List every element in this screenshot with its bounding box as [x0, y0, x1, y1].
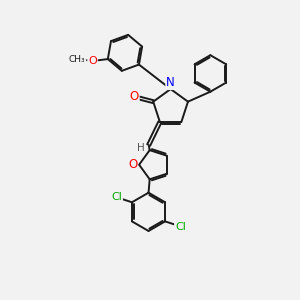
Text: O: O — [130, 90, 139, 103]
Text: O: O — [88, 56, 97, 65]
Text: N: N — [166, 76, 175, 89]
Text: O: O — [128, 158, 137, 171]
Text: CH₃: CH₃ — [69, 56, 85, 64]
Text: Cl: Cl — [111, 192, 122, 202]
Text: Cl: Cl — [175, 222, 186, 232]
Text: H: H — [136, 143, 144, 153]
